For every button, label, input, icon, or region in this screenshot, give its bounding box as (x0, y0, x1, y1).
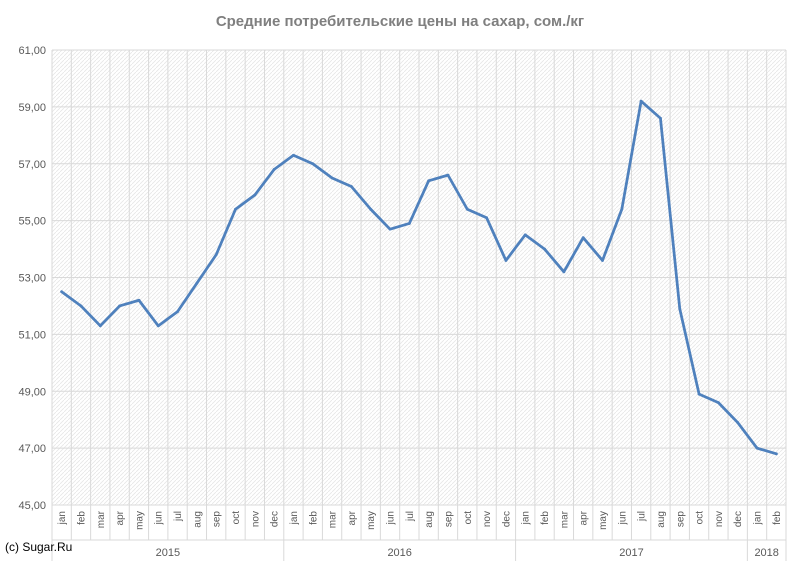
data-point (349, 185, 353, 188)
data-point (98, 324, 102, 328)
data-point (292, 153, 295, 157)
x-tick-label: apr (579, 510, 590, 525)
x-tick-label: sep (212, 511, 223, 528)
x-axis-ticks: jan feb mar apr may jun jul aug sep oct nov dec jan f… (51, 505, 787, 561)
x-tick-label: jul (405, 511, 416, 522)
x-tick-label: mar (559, 510, 570, 528)
x-tick-label: may (366, 511, 377, 530)
data-point (407, 222, 411, 225)
data-point (581, 236, 585, 240)
x-tick-label: dec (270, 511, 281, 527)
x-tick-label: jan (289, 511, 300, 525)
y-tick-label: 61,00 (18, 45, 46, 57)
x-tick-label: dec (501, 511, 512, 527)
data-point (118, 304, 122, 308)
x-tick-label: may (598, 511, 609, 530)
x-tick-label: jan (521, 511, 532, 525)
x-tick-label: jun (386, 511, 397, 525)
data-point (176, 310, 179, 314)
x-tick-label: dec (733, 511, 744, 527)
x-tick-label: jul (637, 511, 648, 522)
x-tick-label: sep (675, 511, 686, 528)
y-tick-label: 59,00 (18, 102, 46, 114)
data-point (659, 116, 662, 120)
x-tick-label: sep (443, 511, 454, 528)
data-point (272, 168, 276, 171)
x-tick-label: apr (115, 510, 126, 525)
data-point (137, 298, 141, 302)
data-point (427, 179, 431, 183)
data-point (60, 290, 64, 294)
data-point (369, 207, 373, 211)
data-point (523, 233, 527, 237)
data-point (562, 270, 566, 274)
x-tick-label: may (134, 511, 145, 530)
x-tick-label: nov (482, 511, 493, 527)
data-point (253, 193, 257, 197)
data-point (214, 253, 218, 257)
x-tick-label: feb (308, 511, 319, 525)
data-point (620, 207, 624, 211)
x-tick-label: aug (656, 511, 667, 528)
data-point (774, 452, 778, 456)
x-tick-label: oct (231, 511, 242, 525)
data-point (639, 99, 643, 103)
credit-text: (c) Sugar.Ru (5, 540, 72, 554)
data-point (678, 307, 682, 311)
y-axis-ticks: 45,00 47,00 49,00 51,00 53,00 55,00 57,00 59,00… (18, 45, 46, 512)
year-label: 2016 (387, 547, 411, 559)
data-point (736, 421, 740, 424)
series-line (60, 99, 778, 456)
y-tick-label: 47,00 (18, 443, 46, 455)
data-point (330, 176, 334, 180)
data-point (485, 216, 489, 220)
data-point (601, 259, 604, 262)
data-point (156, 324, 160, 328)
y-tick-label: 45,00 (18, 500, 46, 512)
grid-lines (51, 49, 787, 506)
data-point (504, 259, 508, 262)
year-label: 2017 (619, 547, 643, 559)
data-point (543, 247, 546, 251)
series-layer (60, 99, 778, 456)
x-tick-label: feb (540, 511, 551, 525)
data-point (311, 162, 315, 166)
x-tick-label: feb (772, 511, 783, 525)
data-point (234, 207, 237, 211)
x-tick-label: jan (753, 511, 764, 525)
x-tick-label: jun (617, 511, 628, 525)
data-point (697, 392, 701, 396)
x-tick-label: aug (192, 511, 203, 528)
year-label: 2018 (754, 547, 778, 559)
y-tick-label: 53,00 (18, 273, 46, 285)
data-point (195, 281, 199, 285)
x-tick-label: jan (57, 511, 68, 525)
x-tick-label: mar (328, 510, 339, 528)
data-point (716, 401, 720, 405)
data-point (465, 207, 469, 211)
data-point (388, 227, 392, 231)
x-tick-label: nov (714, 511, 725, 527)
x-tick-label: oct (695, 511, 706, 525)
data-point (79, 304, 83, 308)
x-tick-label: oct (463, 511, 474, 525)
year-label: 2015 (156, 547, 180, 559)
y-tick-label: 49,00 (18, 386, 46, 398)
x-tick-label: feb (76, 511, 87, 525)
x-tick-label: mar (96, 510, 107, 528)
x-tick-label: jun (154, 511, 165, 525)
chart-title: Средние потребительские цены на сахар, с… (216, 13, 584, 30)
y-tick-label: 55,00 (18, 216, 46, 228)
data-point (446, 173, 450, 177)
x-tick-label: apr (347, 510, 358, 525)
x-tick-label: aug (424, 511, 435, 528)
year-axis: 2015 2016 2017 2018 (52, 539, 787, 561)
y-tick-label: 51,00 (18, 329, 46, 341)
y-tick-label: 57,00 (18, 159, 46, 171)
data-point (755, 446, 759, 450)
x-tick-label: jul (173, 511, 184, 522)
x-tick-label: nov (250, 511, 261, 527)
